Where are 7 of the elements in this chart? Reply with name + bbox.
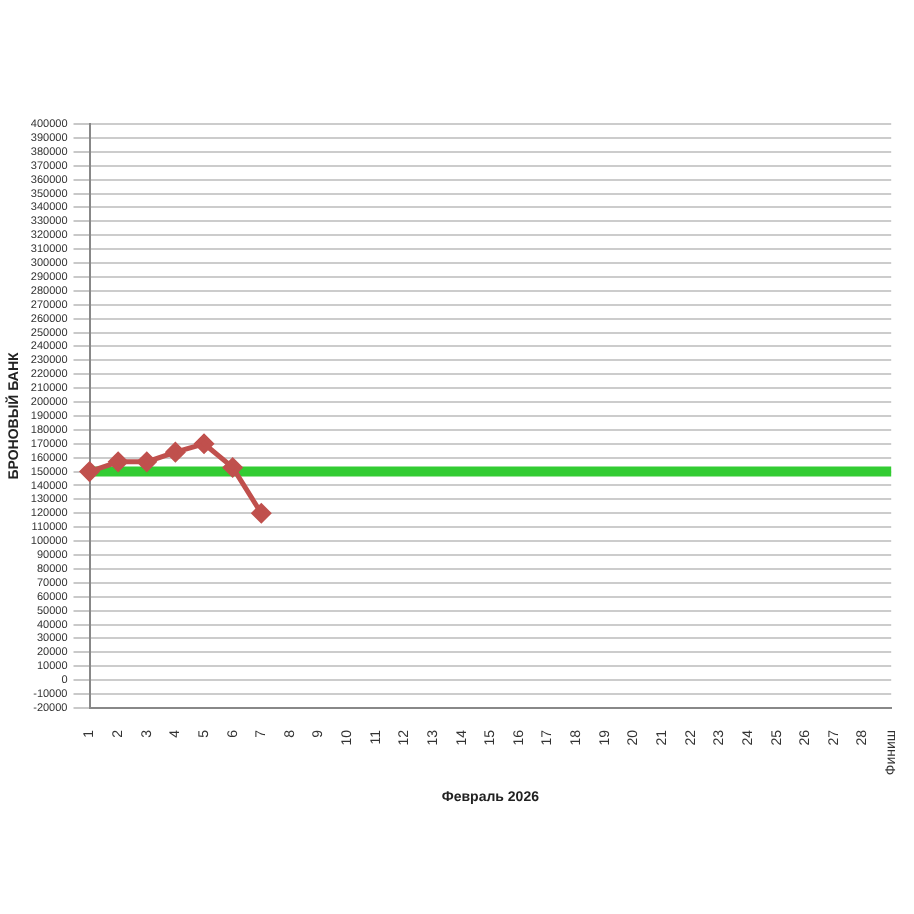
- point: [137, 452, 157, 472]
- point: [251, 503, 271, 523]
- point: [223, 457, 243, 477]
- point: [165, 442, 185, 462]
- point: [108, 452, 128, 472]
- point: [80, 462, 100, 482]
- point: [194, 434, 214, 454]
